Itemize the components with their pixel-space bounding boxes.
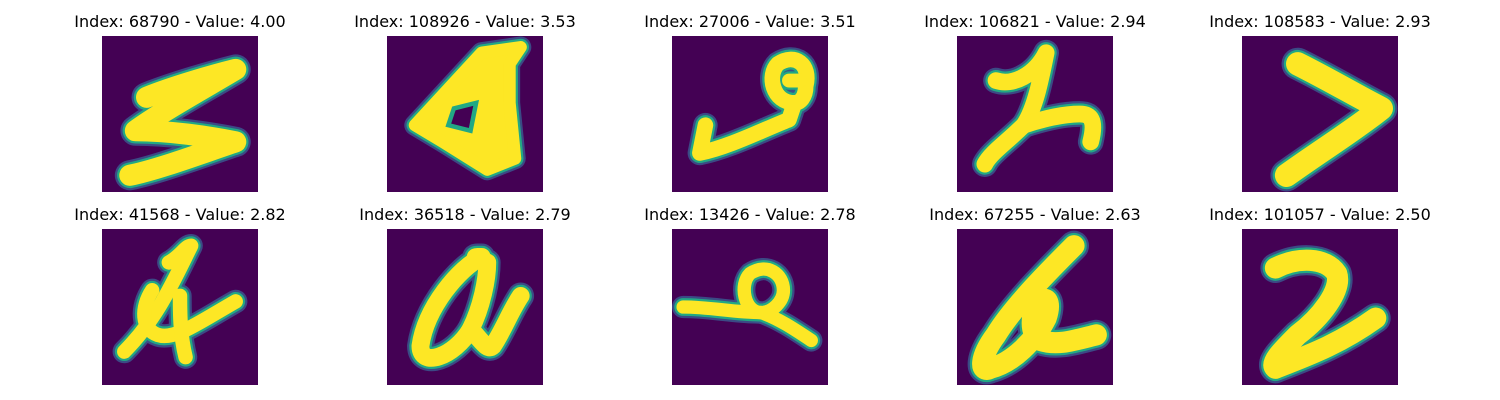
- digit-stroke: [737, 262, 791, 320]
- digit-stroke: [172, 288, 193, 365]
- panel-title: Index: 36518 - Value: 2.79: [359, 205, 571, 224]
- digit-stroke: [137, 283, 243, 344]
- digit-image: [957, 36, 1113, 192]
- digit-stroke: [764, 51, 815, 111]
- digit-stroke: [972, 235, 1107, 380]
- digit-image: [672, 36, 828, 192]
- digit-stroke: [461, 286, 530, 357]
- panel-title: Index: 67255 - Value: 2.63: [929, 205, 1141, 224]
- panel-title: Index: 13426 - Value: 2.78: [644, 205, 856, 224]
- digit-image: [387, 229, 543, 385]
- digit-stroke: [1015, 105, 1102, 151]
- panel-title: Index: 27006 - Value: 3.51: [644, 12, 856, 31]
- digit-image: [1242, 36, 1398, 192]
- digit-image: [1242, 229, 1398, 385]
- digit-stroke: [411, 247, 497, 367]
- digit-stroke: [1274, 52, 1393, 187]
- digit-image: [387, 36, 543, 192]
- digit-stroke: [754, 305, 818, 348]
- digit-image: [672, 229, 828, 385]
- panel-title: Index: 108926 - Value: 3.53: [354, 12, 576, 31]
- panel-title: Index: 41568 - Value: 2.82: [74, 205, 286, 224]
- digit-image: [102, 36, 258, 192]
- digit-stroke: [692, 95, 803, 161]
- panel-title: Index: 68790 - Value: 4.00: [74, 12, 286, 31]
- digit-stroke: [119, 58, 247, 186]
- digit-stroke: [445, 99, 480, 134]
- panel-title: Index: 108583 - Value: 2.93: [1209, 12, 1431, 31]
- panel-title: Index: 101057 - Value: 2.50: [1209, 205, 1431, 224]
- digit-stroke: [976, 44, 1055, 173]
- panel-title: Index: 106821 - Value: 2.94: [924, 12, 1146, 31]
- digit-stroke: [1263, 249, 1387, 379]
- digit-image: [102, 229, 258, 385]
- digit-image: [957, 229, 1113, 385]
